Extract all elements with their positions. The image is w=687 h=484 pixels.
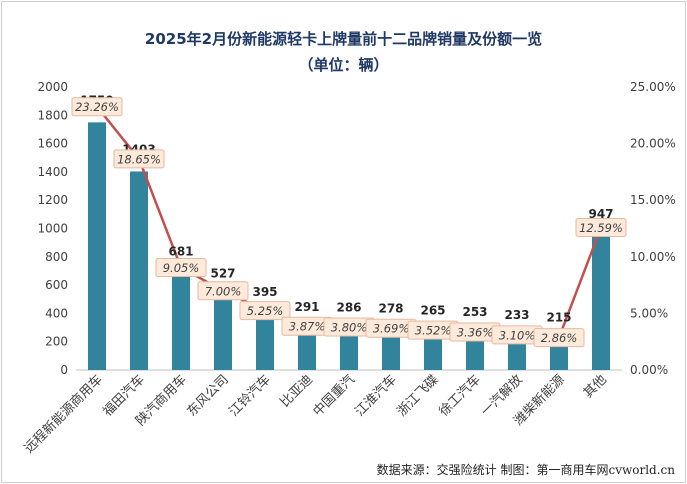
bar: [214, 295, 232, 370]
y-tick-label: 1400: [37, 165, 68, 179]
share-label: 23.26%: [75, 100, 119, 114]
y2-tick-label: 10.00%: [630, 250, 676, 264]
bar-value-label: 527: [210, 266, 235, 280]
y-tick-label: 1800: [37, 108, 68, 122]
share-label: 3.69%: [373, 322, 410, 336]
share-label: 12.59%: [579, 221, 623, 235]
category-label: 东风公司: [184, 372, 231, 419]
category-label: 江铃汽车: [226, 372, 274, 420]
y-tick-label: 400: [45, 306, 68, 320]
bar: [466, 334, 484, 370]
chart-title: 2025年2月份新能源轻卡上牌量前十二品牌销量及份额一览: [144, 30, 543, 48]
y-tick-label: 800: [45, 250, 68, 264]
y-tick-label: 0: [60, 363, 68, 377]
share-label: 3.80%: [331, 320, 368, 334]
share-label-box: [197, 281, 249, 301]
share-label-box: [575, 217, 627, 237]
bar: [424, 332, 442, 370]
share-label: 3.36%: [457, 325, 494, 339]
category-label: 比亚迪: [278, 372, 316, 410]
bar-value-label: 215: [546, 311, 571, 325]
y2-tick-label: 20.00%: [630, 137, 676, 151]
share-label: 3.52%: [415, 324, 452, 338]
bar-value-label: 286: [336, 301, 361, 315]
share-label-box: [533, 328, 585, 348]
share-label-box: [71, 97, 123, 117]
share-label: 18.65%: [117, 152, 161, 166]
share-label: 7.00%: [205, 284, 242, 298]
share-label: 9.05%: [163, 261, 200, 275]
bar-value-label: 681: [168, 245, 193, 259]
y-tick-label: 600: [45, 278, 68, 292]
share-label: 3.87%: [289, 320, 326, 334]
bar-value-label: 278: [378, 302, 403, 316]
share-label-box: [113, 149, 165, 169]
bar: [592, 235, 610, 370]
bar: [508, 337, 526, 370]
share-label: 5.25%: [247, 304, 284, 318]
share-label: 2.86%: [541, 331, 578, 345]
category-label: 江淮汽车: [352, 372, 400, 420]
data-source-footer: 数据来源：交强险统计 制图：第一商用车网cvworld.cn: [376, 463, 675, 477]
bar: [130, 171, 148, 370]
bar-value-label: 233: [504, 308, 529, 322]
bar: [298, 328, 316, 370]
category-label: 浙江飞碟: [394, 372, 441, 419]
y-tick-label: 2000: [37, 80, 68, 94]
bar-value-label: 253: [462, 305, 487, 319]
bar: [256, 314, 274, 370]
category-label: 徐工汽车: [436, 372, 484, 420]
share-label-box: [155, 258, 207, 278]
bar-value-label: 947: [588, 207, 613, 221]
y-tick-label: 200: [45, 335, 68, 349]
y-tick-label: 1200: [37, 193, 68, 207]
y2-tick-label: 0.00%: [630, 363, 668, 377]
y-tick-label: 1600: [37, 137, 68, 151]
bar: [172, 273, 190, 370]
bar: [382, 330, 400, 370]
bar-value-label: 395: [252, 285, 277, 299]
y2-tick-label: 25.00%: [630, 80, 676, 94]
y2-tick-label: 15.00%: [630, 193, 676, 207]
y-tick-label: 1000: [37, 222, 68, 236]
bar-value-label: 291: [294, 300, 319, 314]
share-label: 3.10%: [499, 328, 536, 342]
category-label: 远程新能源商用车: [21, 372, 106, 457]
bar: [550, 339, 568, 370]
bar-value-label: 265: [420, 304, 445, 318]
share-label-box: [239, 301, 291, 321]
bar: [88, 122, 106, 370]
category-label: 中国重汽: [310, 372, 358, 420]
category-label: 其他: [581, 372, 610, 401]
chart-subtitle: （单位：辆）: [298, 56, 389, 74]
y2-tick-label: 5.00%: [630, 306, 668, 320]
bar: [340, 329, 358, 370]
